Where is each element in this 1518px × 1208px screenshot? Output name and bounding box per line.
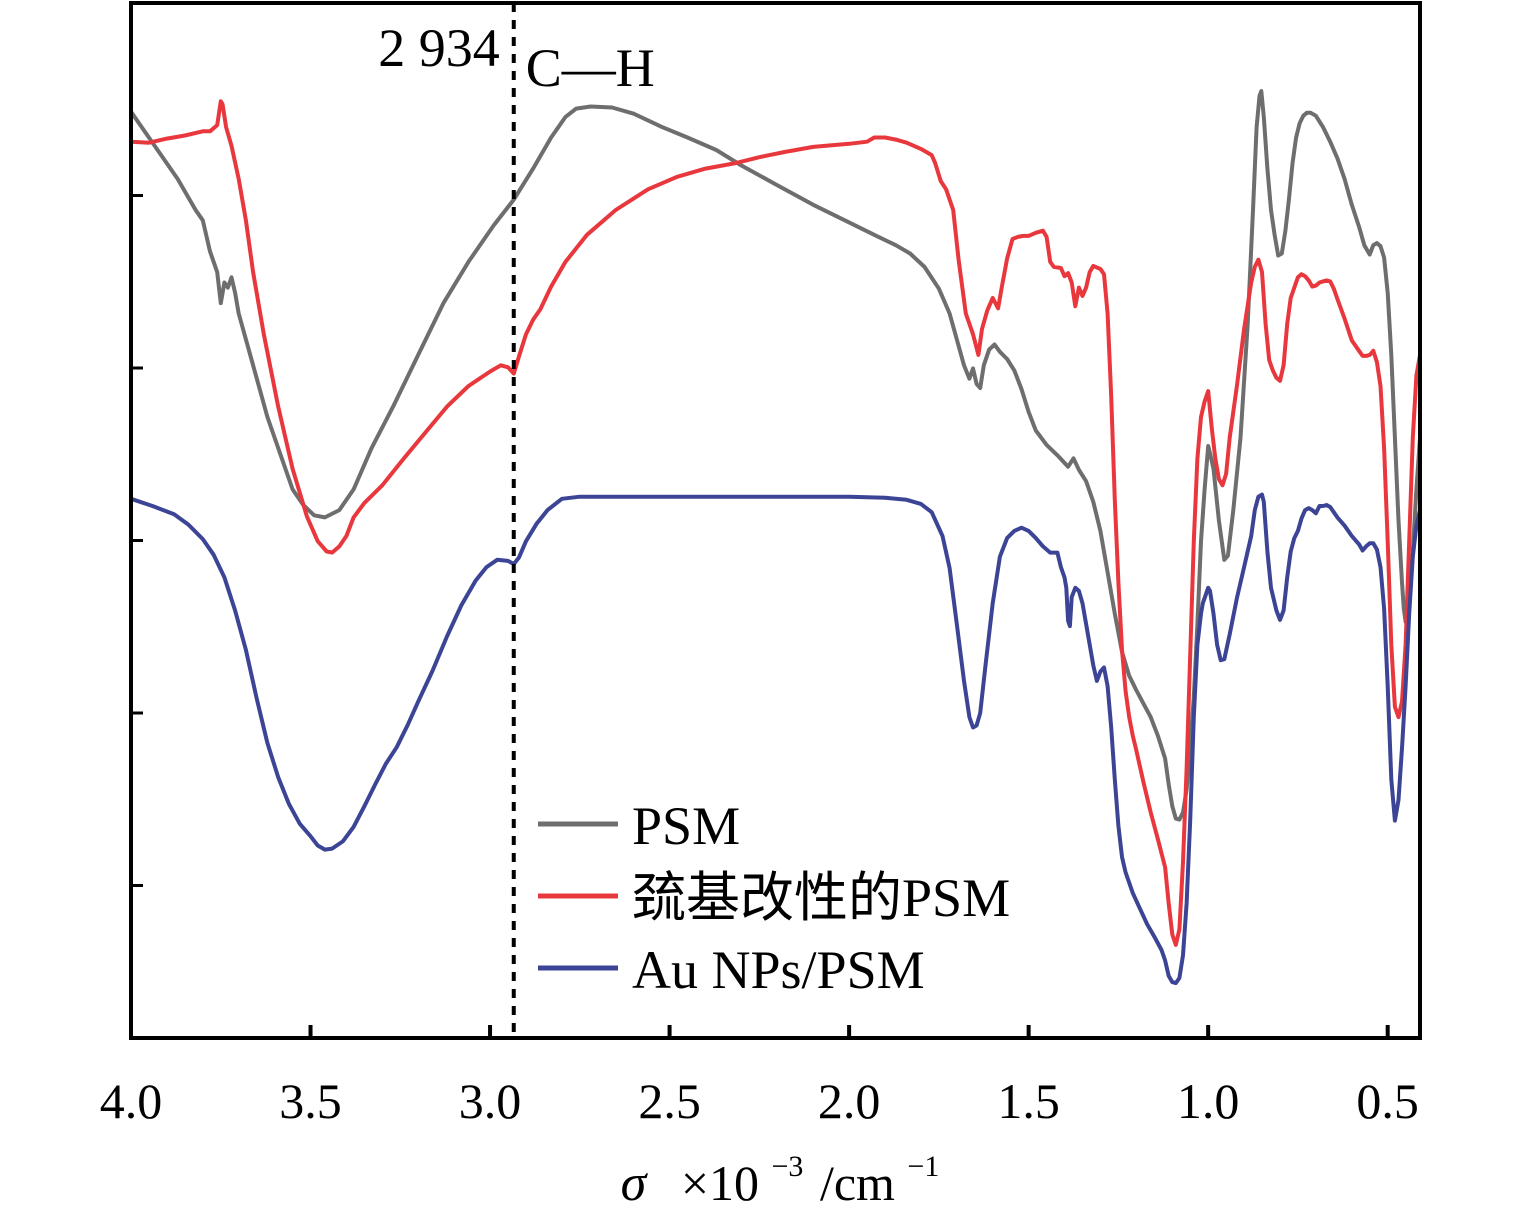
series-line-3 bbox=[130, 492, 1422, 986]
x-tick-label: 3.5 bbox=[279, 1073, 342, 1129]
series-layer bbox=[129, 89, 1422, 986]
plot-frame bbox=[129, 1, 1422, 1040]
x-axis-title-exp1: −3 bbox=[772, 1150, 804, 1183]
x-axis-ticks: 4.0 3.5 3.0 2.5 2.0 1.5 1.0 0.5 bbox=[100, 1025, 1419, 1129]
series-line-1 bbox=[129, 89, 1422, 822]
x-axis-title-exp2: −1 bbox=[907, 1150, 939, 1183]
series-line-2 bbox=[130, 99, 1422, 947]
legend: PSM 巯基改性的PSM Au NPs/PSM bbox=[538, 796, 1010, 1000]
x-tick-label: 1.5 bbox=[997, 1073, 1060, 1129]
x-axis-title: σ ×10 −3 /cm −1 bbox=[621, 1131, 940, 1208]
annotation-label-bond: C—H bbox=[526, 38, 655, 98]
x-tick-label: 4.0 bbox=[100, 1073, 163, 1129]
x-axis-title-symbol: σ bbox=[621, 1155, 649, 1208]
x-tick-label: 2.0 bbox=[818, 1073, 881, 1129]
legend-label-3: Au NPs/PSM bbox=[632, 940, 925, 1000]
x-tick-label: 2.5 bbox=[638, 1073, 701, 1129]
x-tick-label: 0.5 bbox=[1356, 1073, 1419, 1129]
x-axis-title-unit: /cm bbox=[820, 1155, 895, 1208]
legend-label-1: PSM bbox=[632, 796, 740, 856]
y-axis-ticks bbox=[131, 194, 143, 887]
legend-label-2: 巯基改性的PSM bbox=[632, 868, 1010, 928]
x-tick-label: 1.0 bbox=[1177, 1073, 1240, 1129]
annotation-label-wavenumber: 2 934 bbox=[378, 18, 500, 78]
x-tick-label: 3.0 bbox=[459, 1073, 522, 1129]
x-axis-title-times: ×10 bbox=[681, 1155, 759, 1208]
